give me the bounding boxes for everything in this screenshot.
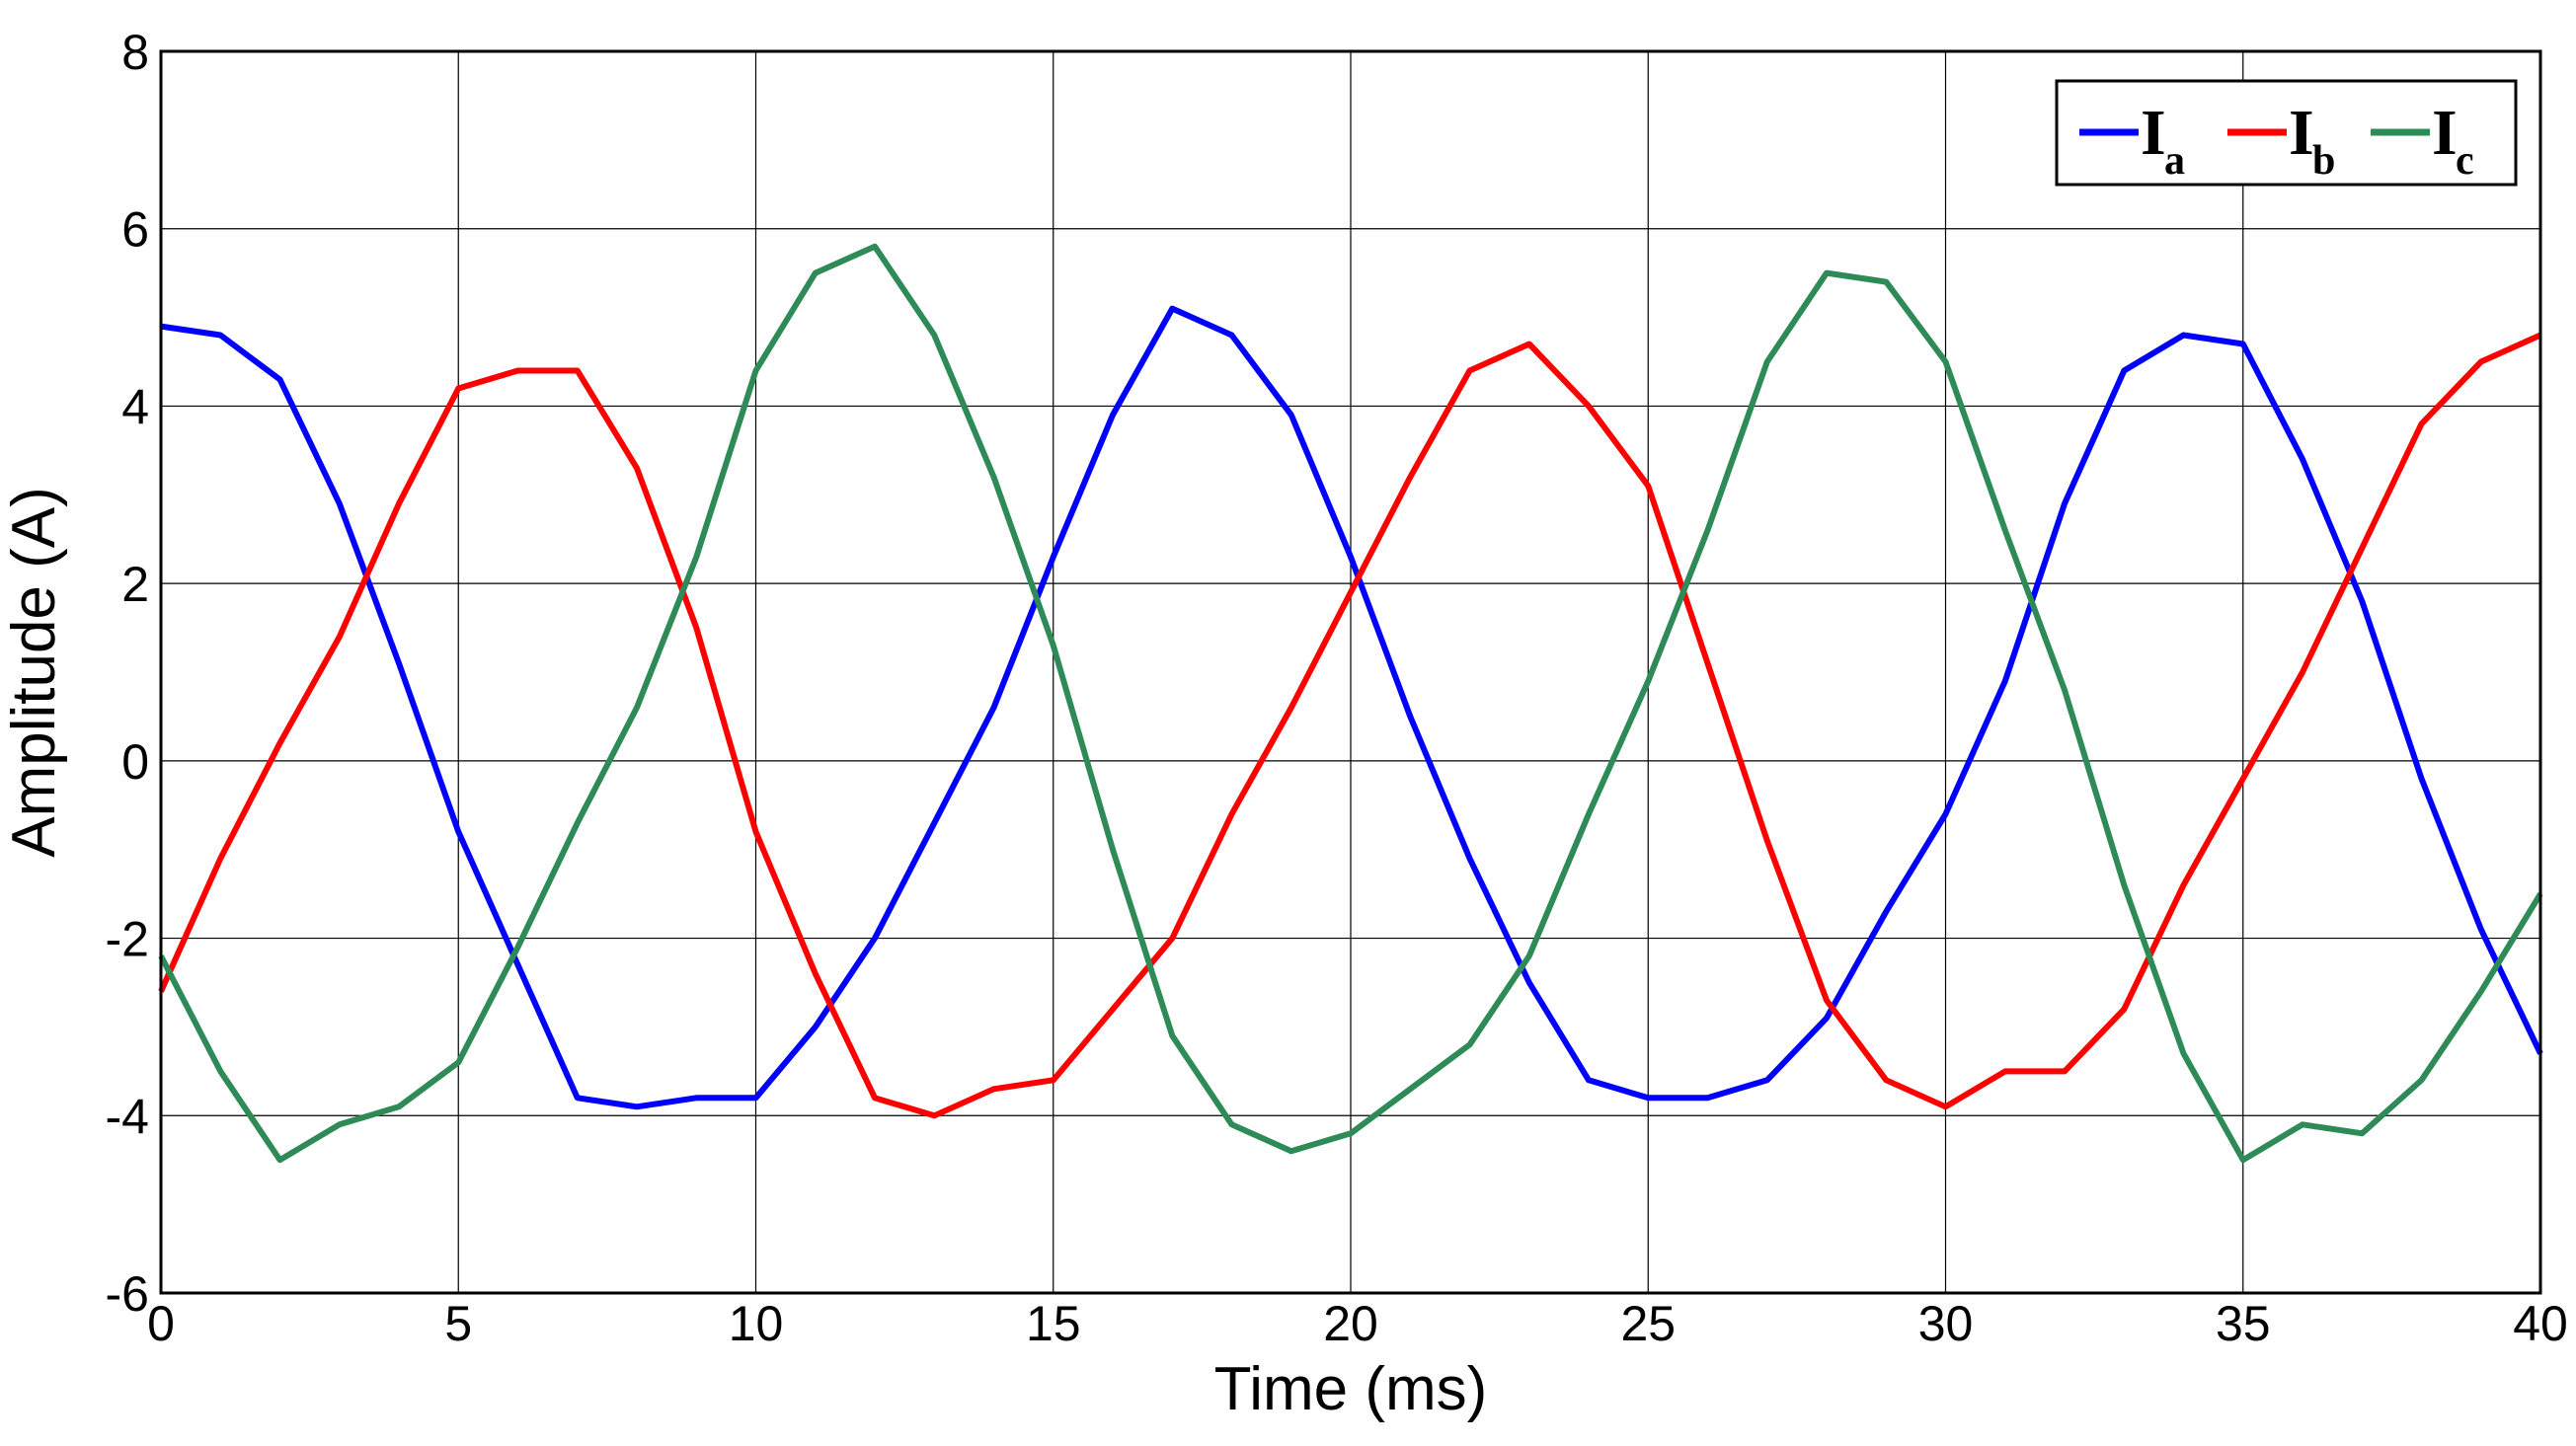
- y-tick-label: 0: [121, 734, 149, 790]
- y-tick-label: 4: [121, 379, 149, 434]
- legend-label-subscript: b: [2312, 138, 2335, 184]
- legend-label-subscript: c: [2456, 138, 2474, 184]
- x-tick-label: 25: [1620, 1296, 1676, 1351]
- y-tick-label: -4: [106, 1089, 149, 1144]
- y-tick-label: -2: [106, 912, 149, 967]
- x-tick-label: 35: [2216, 1296, 2271, 1351]
- x-tick-label: 0: [147, 1296, 175, 1351]
- x-tick-label: 10: [729, 1296, 784, 1351]
- x-tick-label: 5: [444, 1296, 472, 1351]
- legend-label: I: [2432, 97, 2458, 169]
- x-tick-label: 20: [1323, 1296, 1378, 1351]
- y-tick-label: 2: [121, 557, 149, 612]
- legend-label: I: [2141, 97, 2166, 169]
- x-tick-label: 40: [2513, 1296, 2568, 1351]
- y-axis-title: Amplitude (A): [0, 487, 68, 858]
- legend-label: I: [2289, 97, 2314, 169]
- x-tick-label: 15: [1026, 1296, 1081, 1351]
- legend-label-subscript: a: [2164, 138, 2185, 184]
- y-tick-label: 6: [121, 202, 149, 258]
- y-tick-label: 8: [121, 25, 149, 80]
- y-tick-label: -6: [106, 1266, 149, 1322]
- x-axis-title: Time (ms): [1214, 1355, 1488, 1423]
- x-tick-label: 30: [1918, 1296, 1974, 1351]
